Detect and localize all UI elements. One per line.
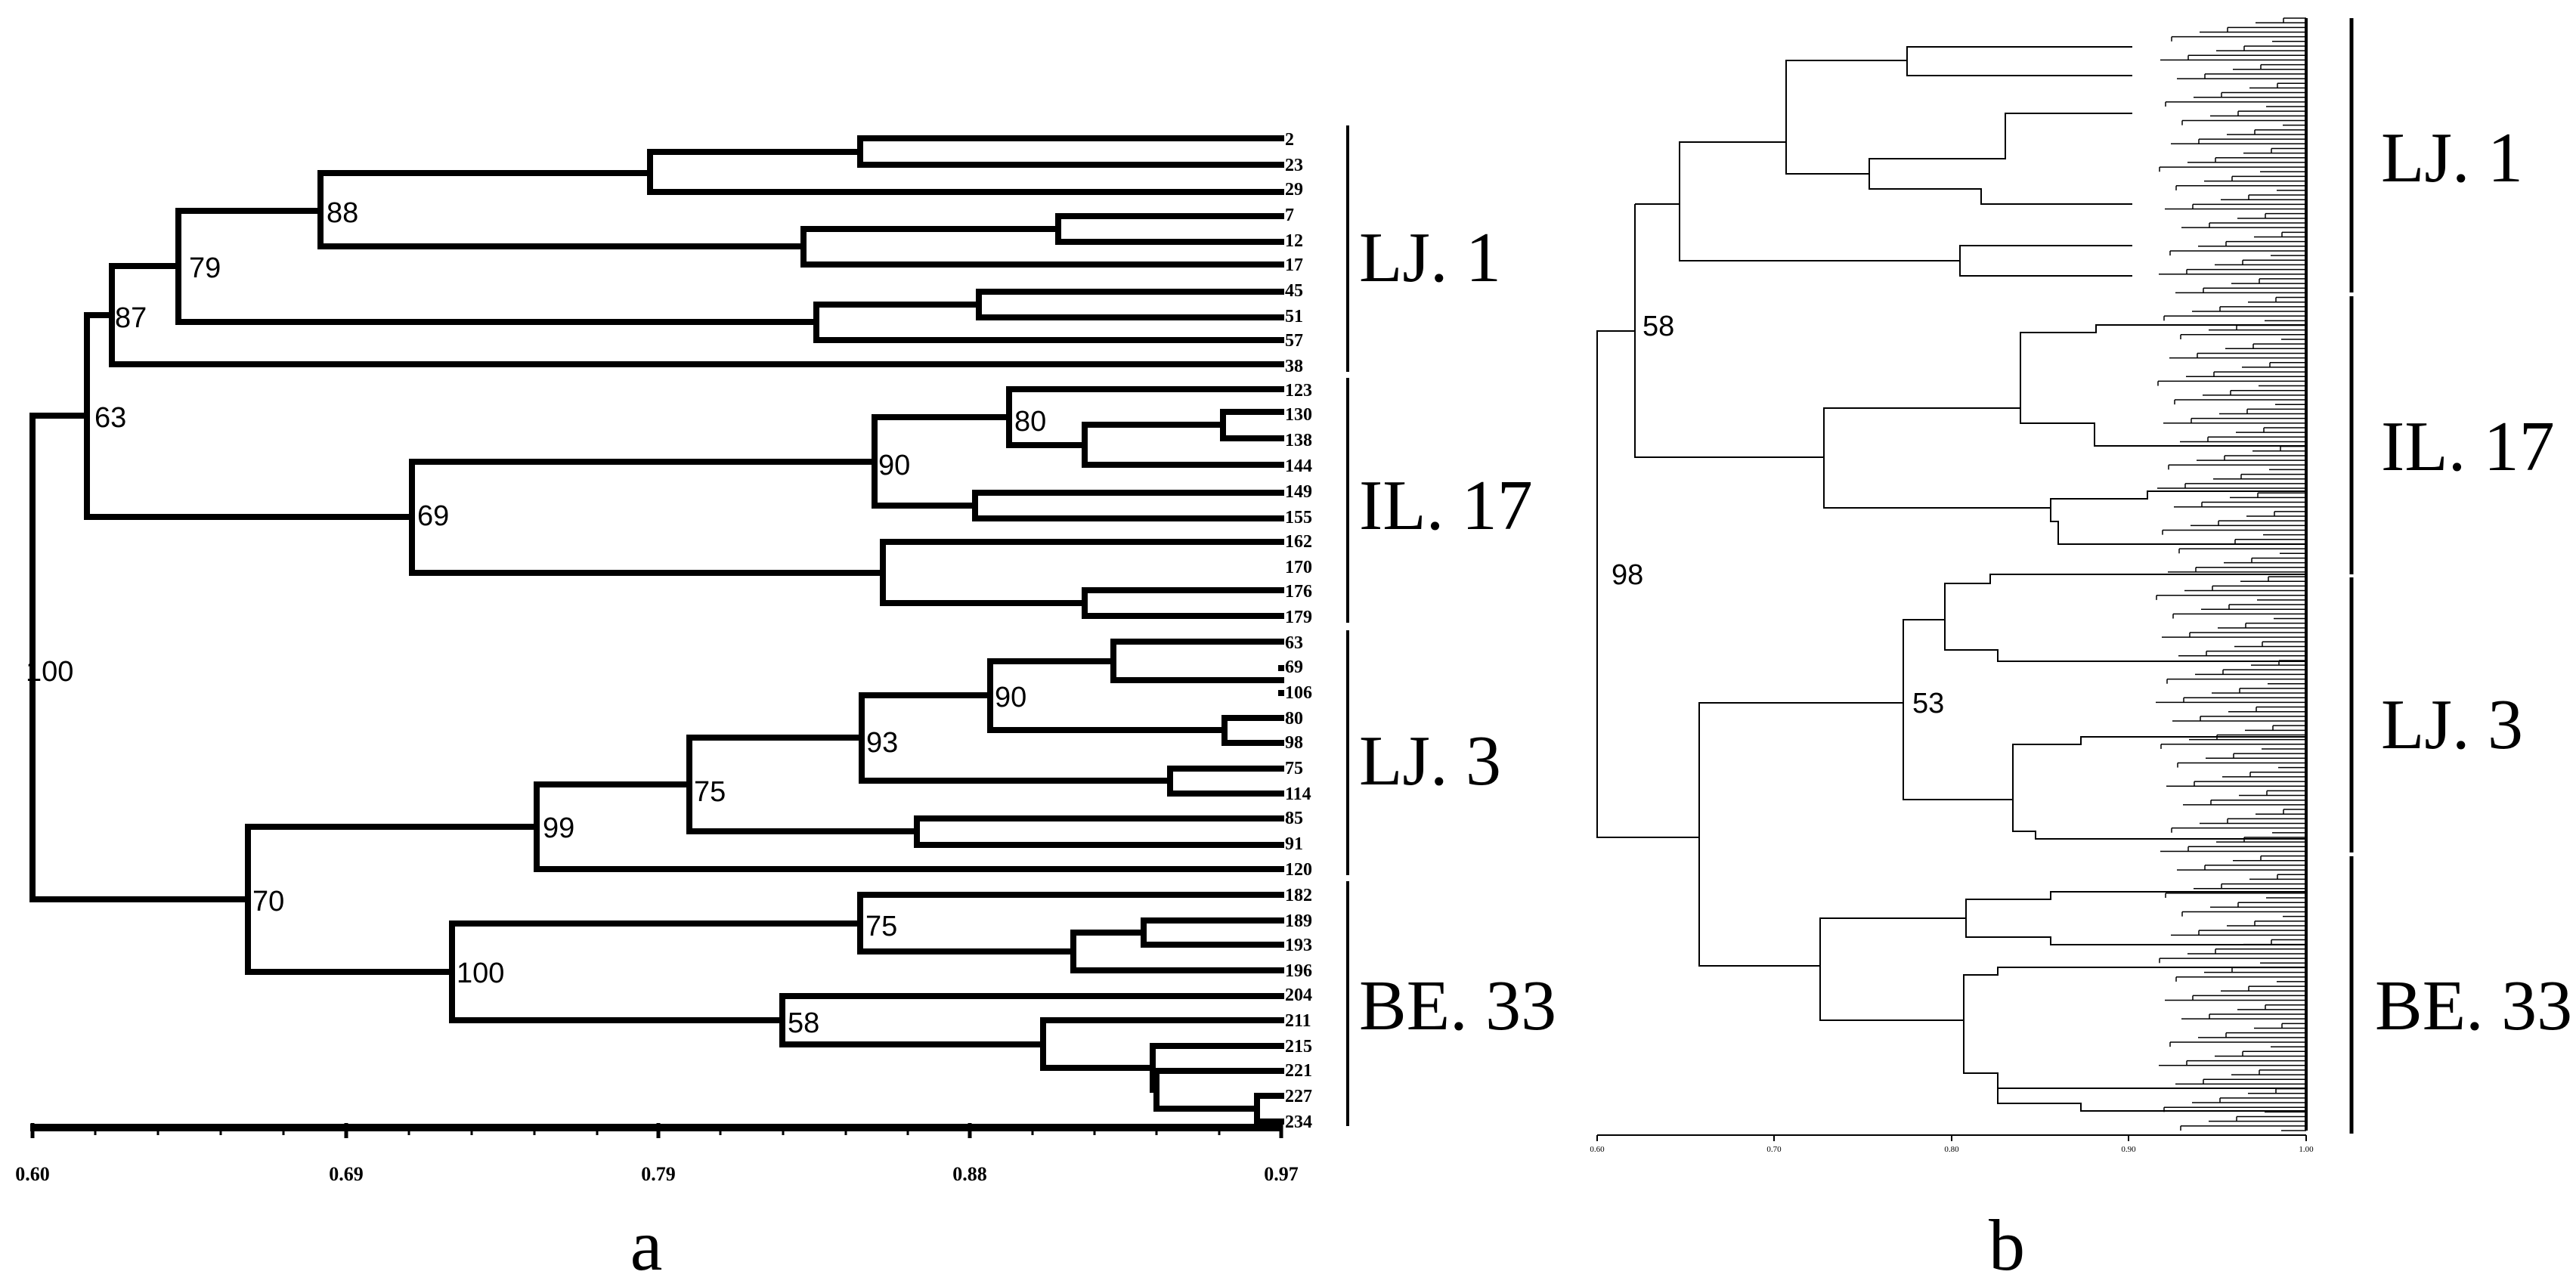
node-value: 87 bbox=[115, 302, 147, 334]
group-label-lj1: LJ. 1 bbox=[2381, 119, 2523, 197]
leaf-label: 51 bbox=[1285, 307, 1303, 326]
axis-tick-label: 0.60 bbox=[1590, 1145, 1605, 1154]
node-value: 90 bbox=[878, 450, 910, 481]
leaf-label: 12 bbox=[1285, 231, 1303, 251]
node-value: 80 bbox=[1014, 406, 1046, 438]
panel-b-group-labels: LJ. 1 IL. 17 LJ. 3 BE. 33 bbox=[2375, 119, 2572, 1045]
node-value: 100 bbox=[457, 958, 504, 989]
panel-b-label: b bbox=[1989, 1205, 2025, 1284]
leaf-label: 57 bbox=[1285, 331, 1303, 351]
node-value: 75 bbox=[694, 776, 726, 808]
leaf-label: 45 bbox=[1285, 281, 1303, 301]
leaf-label: 17 bbox=[1285, 255, 1303, 275]
node-value: 75 bbox=[865, 911, 897, 942]
node-value: 90 bbox=[995, 682, 1026, 713]
leaf-label: 114 bbox=[1285, 784, 1311, 804]
node-value: 69 bbox=[417, 500, 449, 532]
leaf-label: 75 bbox=[1285, 759, 1303, 778]
axis-tick-label: 0.70 bbox=[1766, 1145, 1782, 1154]
panel-a-axis-ticks: 0.60 0.69 0.79 0.88 0.97 bbox=[15, 1163, 1299, 1185]
axis-tick-label: 0.69 bbox=[329, 1163, 364, 1185]
leaf-label: 204 bbox=[1285, 985, 1312, 1005]
leaf-label: 138 bbox=[1285, 431, 1312, 450]
leaf-label: 85 bbox=[1285, 809, 1303, 828]
leaf-label: 98 bbox=[1285, 733, 1303, 753]
leaf-label: 29 bbox=[1285, 180, 1303, 200]
node-value: 98 bbox=[1612, 559, 1643, 591]
node-value: 58 bbox=[1643, 311, 1674, 342]
node-value: 79 bbox=[189, 252, 221, 284]
axis-tick-label: 0.97 bbox=[1264, 1163, 1299, 1185]
group-label-be33: BE. 33 bbox=[1359, 967, 1556, 1045]
leaf-label: 38 bbox=[1285, 357, 1303, 376]
leaf-label: 176 bbox=[1285, 582, 1312, 602]
node-value: 93 bbox=[866, 727, 898, 759]
axis-tick-label: 0.88 bbox=[952, 1163, 987, 1185]
leaf-label: 106 bbox=[1285, 683, 1312, 703]
leaf-label: 193 bbox=[1285, 936, 1312, 955]
group-label-il17: IL. 17 bbox=[1359, 466, 1533, 545]
leaf-label: 170 bbox=[1285, 558, 1312, 577]
axis-tick-label: 0.79 bbox=[641, 1163, 676, 1185]
node-value: 58 bbox=[788, 1007, 819, 1039]
axis-tick-label: 0.90 bbox=[2121, 1145, 2136, 1154]
axis-tick-label: 1.00 bbox=[2299, 1145, 2314, 1154]
leaf-label: 80 bbox=[1285, 709, 1303, 729]
node-value: 63 bbox=[94, 402, 126, 434]
panel-a-dendrogram bbox=[29, 135, 1284, 1125]
node-value: 70 bbox=[252, 886, 284, 917]
leaf-label: 162 bbox=[1285, 532, 1312, 552]
panel-b-axis bbox=[1596, 1134, 2307, 1141]
panel-a-axis bbox=[30, 1123, 1283, 1138]
leaf-label: 7 bbox=[1285, 206, 1294, 225]
axis-tick-label: 0.60 bbox=[15, 1163, 50, 1185]
leaf-label: 189 bbox=[1285, 911, 1312, 931]
group-label-lj3: LJ. 3 bbox=[1359, 722, 1501, 800]
group-label-lj3: LJ. 3 bbox=[2381, 685, 2523, 764]
group-label-lj1: LJ. 1 bbox=[1359, 218, 1501, 297]
leaf-label: 120 bbox=[1285, 860, 1312, 880]
leaf-label: 149 bbox=[1285, 482, 1312, 502]
node-value: 100 bbox=[26, 656, 73, 688]
axis-tick-label: 0.80 bbox=[1944, 1145, 1959, 1154]
panel-b-node-values: 58 98 53 bbox=[1612, 311, 1944, 719]
leaf-label: 23 bbox=[1285, 156, 1303, 175]
leaf-label: 2 bbox=[1285, 130, 1294, 150]
panel-b-axis-ticks: 0.60 0.70 0.80 0.90 1.00 bbox=[1590, 1145, 2314, 1154]
panel-a-group-labels: LJ. 1 IL. 17 LJ. 3 BE. 33 bbox=[1359, 218, 1556, 1045]
leaf-label: 234 bbox=[1285, 1112, 1312, 1132]
leaf-label: 144 bbox=[1285, 456, 1312, 476]
leaf-label: 196 bbox=[1285, 961, 1312, 981]
leaf-label: 227 bbox=[1285, 1087, 1312, 1106]
node-value: 88 bbox=[327, 197, 358, 229]
leaf-label: 211 bbox=[1285, 1011, 1311, 1031]
panel-a-label: a bbox=[630, 1205, 663, 1284]
leaf-label: 215 bbox=[1285, 1037, 1312, 1057]
panel-a-node-values: 88 79 87 63 80 90 69 90 93 75 99 100 70 … bbox=[26, 197, 1046, 1039]
leaf-label: 69 bbox=[1285, 657, 1303, 677]
leaf-label: 182 bbox=[1285, 886, 1312, 905]
panel-b-leaf-fringe bbox=[2156, 17, 2308, 1131]
leaf-label: 63 bbox=[1285, 633, 1303, 653]
leaf-label: 221 bbox=[1285, 1061, 1312, 1081]
leaf-label: 123 bbox=[1285, 381, 1312, 401]
leaf-label: 155 bbox=[1285, 508, 1312, 528]
panel-a-leaf-labels: 2 23 29 7 12 17 45 51 57 38 123 130 138 … bbox=[1285, 130, 1312, 1132]
leaf-label: 130 bbox=[1285, 405, 1312, 425]
panel-b-dendrogram bbox=[1596, 46, 2306, 1112]
node-value: 53 bbox=[1912, 688, 1944, 719]
leaf-label: 179 bbox=[1285, 608, 1312, 627]
leaf-label: 91 bbox=[1285, 834, 1303, 854]
node-value: 99 bbox=[543, 812, 574, 844]
group-label-be33: BE. 33 bbox=[2375, 967, 2572, 1045]
group-label-il17: IL. 17 bbox=[2381, 407, 2555, 486]
